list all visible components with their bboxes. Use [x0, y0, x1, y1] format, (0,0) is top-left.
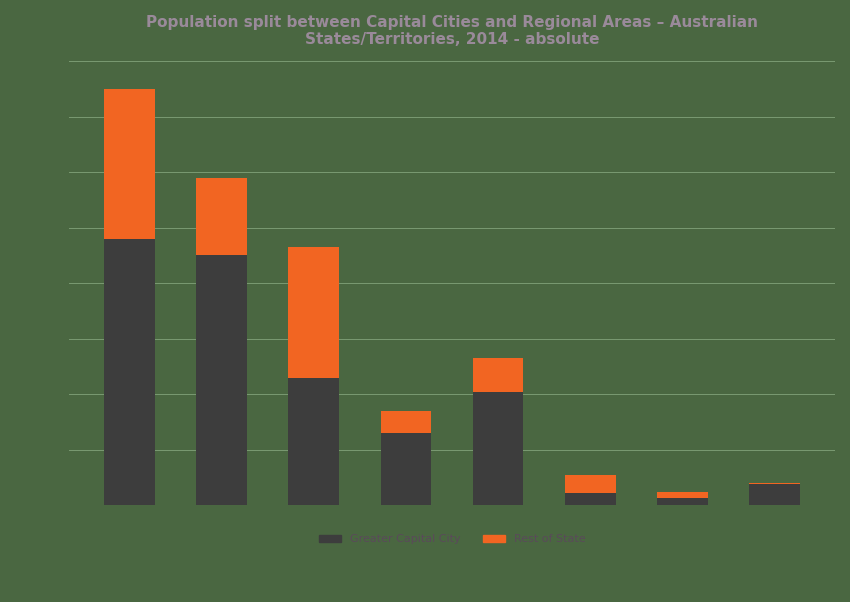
Bar: [473, 391, 524, 506]
Bar: [196, 178, 246, 255]
Bar: [381, 433, 431, 506]
Bar: [196, 255, 246, 506]
Bar: [657, 498, 708, 506]
Bar: [565, 493, 615, 506]
Bar: [104, 239, 155, 506]
Bar: [288, 247, 339, 377]
Bar: [288, 377, 339, 506]
Bar: [750, 484, 800, 506]
Bar: [381, 411, 431, 433]
Bar: [565, 476, 615, 493]
Bar: [104, 89, 155, 239]
Bar: [473, 358, 524, 391]
Bar: [657, 492, 708, 498]
Title: Population split between Capital Cities and Regional Areas – Australian
States/T: Population split between Capital Cities …: [146, 15, 758, 48]
Legend: Greater Capital City, Rest of State: Greater Capital City, Rest of State: [314, 530, 590, 549]
